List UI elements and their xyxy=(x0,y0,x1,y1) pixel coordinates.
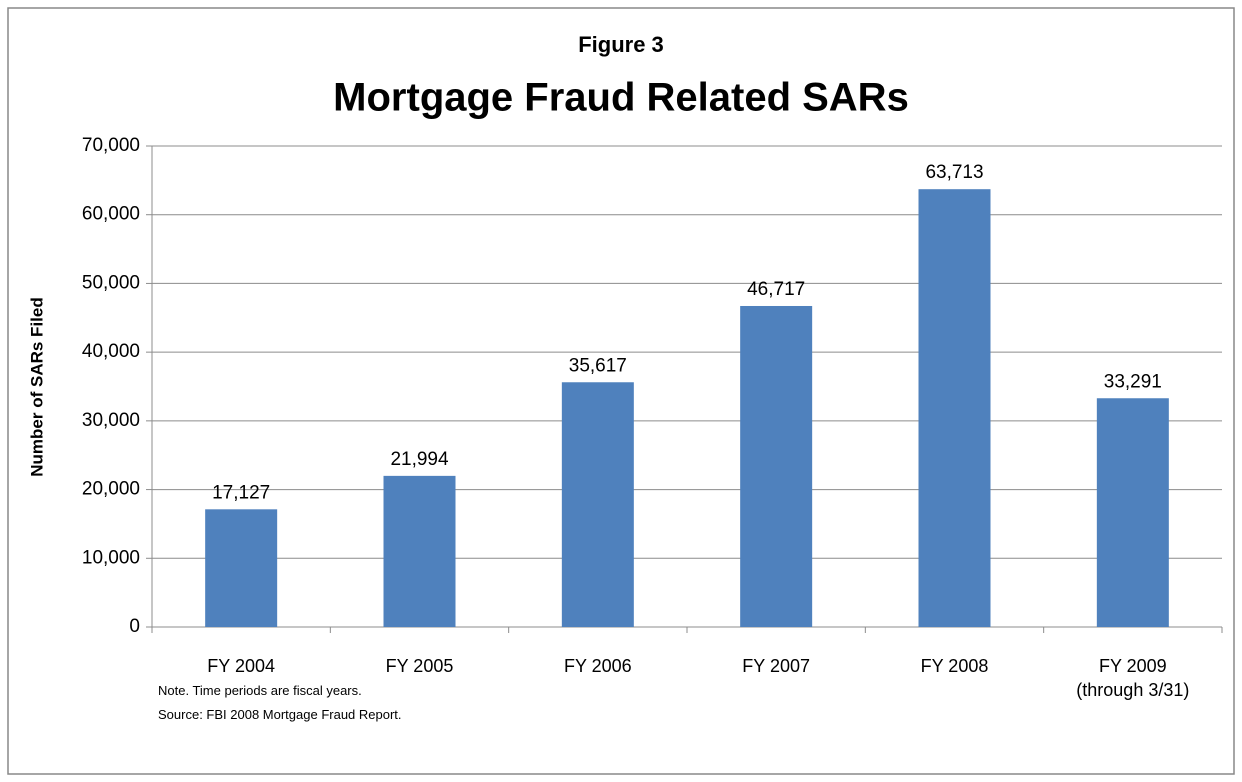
bar xyxy=(918,189,991,627)
y-tick-label: 40,000 xyxy=(82,341,140,362)
bar xyxy=(383,475,456,627)
chart-title: Mortgage Fraud Related SARs xyxy=(333,76,909,120)
y-tick-label: 0 xyxy=(129,616,140,637)
bar xyxy=(740,305,813,627)
x-tick-label: FY 2008 xyxy=(920,656,989,676)
y-tick-label: 20,000 xyxy=(82,479,140,500)
y-tick-label: 60,000 xyxy=(82,204,140,225)
x-tick-label: FY 2004 xyxy=(207,656,276,676)
x-tick-label: FY 2005 xyxy=(385,656,454,676)
bar xyxy=(205,509,278,627)
bar xyxy=(1096,398,1169,627)
y-axis-label: Number of SARs Filed xyxy=(27,297,46,476)
y-tick-label: 10,000 xyxy=(82,547,140,568)
y-tick-label: 70,000 xyxy=(82,135,140,156)
data-label: 63,713 xyxy=(925,162,983,183)
data-label: 35,617 xyxy=(569,355,627,376)
x-tick-label: FY 2006 xyxy=(563,656,632,676)
note: Note. Time periods are fiscal years. xyxy=(158,683,362,698)
x-tick-label: FY 2007 xyxy=(742,656,811,676)
data-label: 21,994 xyxy=(390,449,449,470)
y-tick-label: 30,000 xyxy=(82,410,140,431)
x-tick-label: FY 2009 (through 3/31) xyxy=(1076,656,1190,700)
data-label: 46,717 xyxy=(747,279,805,300)
source: Source: FBI 2008 Mortgage Fraud Report. xyxy=(158,707,402,722)
data-label: 33,291 xyxy=(1104,371,1162,392)
chart-subtitle: Figure 3 xyxy=(578,32,664,57)
y-tick-label: 50,000 xyxy=(82,272,140,293)
data-label: 17,127 xyxy=(212,482,270,503)
bar xyxy=(561,382,634,627)
